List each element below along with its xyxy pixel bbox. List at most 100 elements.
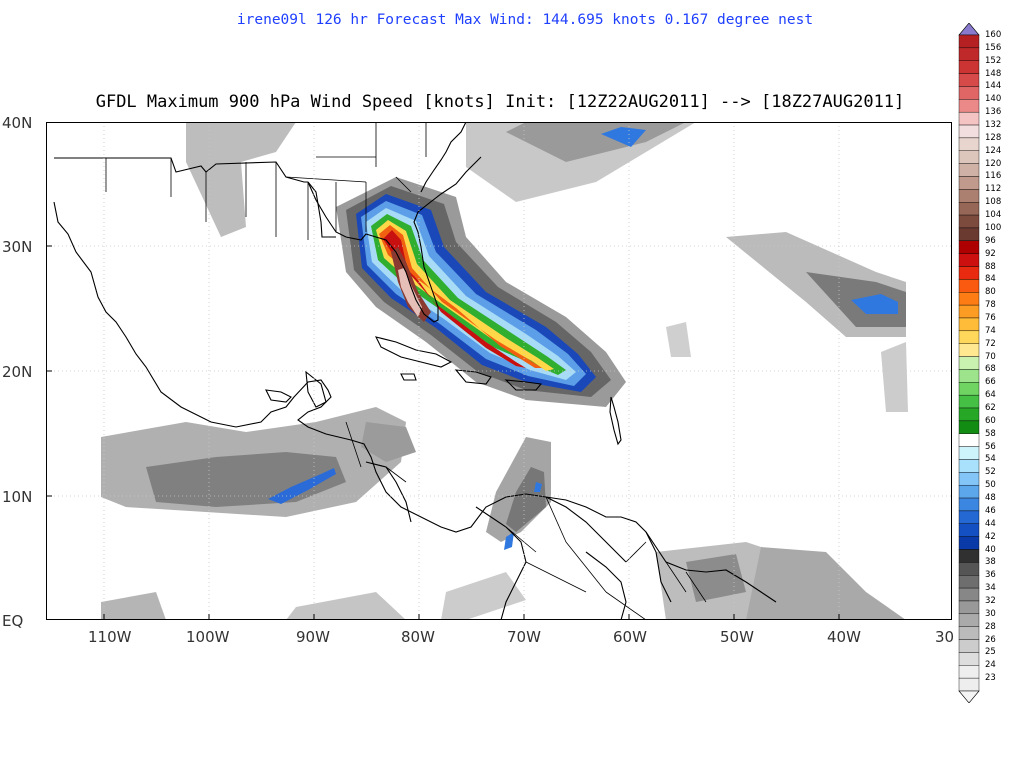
colorbar-level-label: 58 — [985, 428, 996, 439]
colorbar-swatch — [958, 587, 980, 602]
colorbar-bottom-triangle — [958, 690, 980, 704]
colorbar-level-label: 76 — [985, 312, 996, 323]
colorbar-swatch — [958, 317, 980, 332]
colorbar-swatch — [958, 510, 980, 524]
colorbar-swatch — [958, 497, 980, 512]
lon-label-60w: 60W — [613, 628, 647, 646]
colorbar-swatch — [958, 163, 980, 177]
colorbar-swatch — [958, 240, 980, 254]
colorbar-swatch — [958, 47, 980, 61]
colorbar-level-label: 70 — [985, 351, 996, 362]
colorbar-swatch — [958, 202, 980, 216]
colorbar-level-label: 96 — [985, 235, 996, 246]
colorbar-level-label: 88 — [985, 261, 996, 272]
colorbar-swatch — [958, 137, 980, 151]
colorbar-swatch — [958, 407, 980, 422]
colorbar-swatch — [958, 266, 980, 280]
lon-label-70w: 70W — [507, 628, 541, 646]
colorbar-level-label: 60 — [985, 415, 996, 426]
colorbar-level-label: 36 — [985, 570, 996, 581]
colorbar-level-label: 152 — [985, 55, 1002, 66]
map-svg — [46, 122, 952, 620]
colorbar-swatch — [958, 626, 980, 640]
colorbar-level-label: 108 — [985, 197, 1002, 208]
lon-label-80w: 80W — [401, 628, 435, 646]
colorbar-level-label: 44 — [985, 518, 996, 529]
colorbar-level-label: 100 — [985, 222, 1002, 233]
colorbar-swatch — [958, 652, 980, 666]
colorbar-swatch — [958, 394, 980, 409]
lat-lon-grid — [46, 122, 952, 620]
colorbar-swatch — [958, 60, 980, 74]
colorbar-swatch — [958, 279, 980, 293]
colorbar-level-label: 80 — [985, 287, 996, 298]
colorbar-level-label: 48 — [985, 493, 996, 504]
colorbar-level-label: 25 — [985, 647, 996, 658]
colorbar-swatch — [958, 73, 980, 87]
colorbar-level-label: 50 — [985, 480, 996, 491]
colorbar-swatch — [958, 562, 980, 576]
axis-ticks — [46, 122, 840, 620]
political-borders — [105, 122, 707, 620]
colorbar-level-label: 34 — [985, 583, 996, 594]
colorbar-level-label: 160 — [985, 30, 1002, 40]
colorbar-swatch — [958, 420, 980, 434]
colorbar-level-label: 42 — [985, 531, 996, 542]
colorbar-level-label: 116 — [985, 171, 1002, 182]
colorbar-level-label: 84 — [985, 274, 996, 285]
colorbar-swatch — [958, 292, 980, 306]
wind-speed-map — [46, 122, 952, 620]
colorbar-swatch — [958, 150, 980, 164]
colorbar-level-label: 52 — [985, 467, 996, 478]
colorbar-level-label: 144 — [985, 81, 1002, 92]
colorbar-level-label: 23 — [985, 673, 996, 684]
map-title: GFDL Maximum 900 hPa Wind Speed [knots] … — [95, 92, 905, 112]
colorbar-level-label: 104 — [985, 210, 1002, 221]
lat-label-10n: 10N — [2, 488, 33, 506]
colorbar-level-label: 26 — [985, 634, 996, 645]
colorbar-swatch — [958, 677, 980, 692]
lon-label-40w: 40W — [827, 628, 861, 646]
colorbar-level-label: 30 — [985, 608, 996, 619]
colorbar-swatch — [958, 304, 980, 319]
colorbar-swatch — [958, 549, 980, 563]
colorbar-swatch — [958, 446, 980, 460]
colorbar-level-label: 124 — [985, 145, 1002, 156]
lat-label-40n: 40N — [2, 114, 33, 132]
colorbar-swatch — [958, 227, 980, 242]
colorbar-level-label: 28 — [985, 621, 996, 632]
colorbar-level-label: 38 — [985, 557, 996, 568]
colorbar-swatch — [958, 356, 980, 370]
colorbar-level-label: 64 — [985, 390, 996, 401]
colorbar-swatch — [958, 665, 980, 679]
colorbar-swatch — [958, 536, 980, 550]
colorbar-level-label: 140 — [985, 94, 1002, 105]
colorbar-swatch — [958, 459, 980, 473]
colorbar-swatch — [958, 99, 980, 113]
colorbar-top-triangle — [958, 22, 980, 36]
colorbar-swatch — [958, 111, 980, 126]
colorbar-swatch — [958, 484, 980, 499]
lon-label-90w: 90W — [296, 628, 330, 646]
colorbar-swatch — [958, 214, 980, 229]
coastlines — [53, 122, 777, 620]
lat-label-20n: 20N — [2, 363, 33, 381]
colorbar-swatch — [958, 253, 980, 267]
colorbar-svg — [958, 22, 980, 704]
colorbar-level-label: 128 — [985, 132, 1002, 143]
colorbar-level-label: 62 — [985, 403, 996, 414]
colorbar-swatch — [958, 600, 980, 615]
lon-label-30: 30 — [935, 628, 955, 646]
colorbar-level-label: 148 — [985, 68, 1002, 79]
forecast-subtitle: irene09l 126 hr Forecast Max Wind: 144.6… — [236, 12, 814, 28]
wind-speed-colorbar — [958, 22, 980, 704]
colorbar-level-label: 112 — [985, 184, 1002, 195]
colorbar-level-label: 78 — [985, 300, 996, 311]
colorbar-swatch — [958, 176, 980, 190]
lon-label-50w: 50W — [720, 628, 754, 646]
colorbar-swatch — [958, 382, 980, 396]
colorbar-level-label: 32 — [985, 595, 996, 606]
colorbar-swatch — [958, 639, 980, 653]
colorbar-swatch — [958, 86, 980, 100]
colorbar-level-label: 132 — [985, 120, 1002, 131]
